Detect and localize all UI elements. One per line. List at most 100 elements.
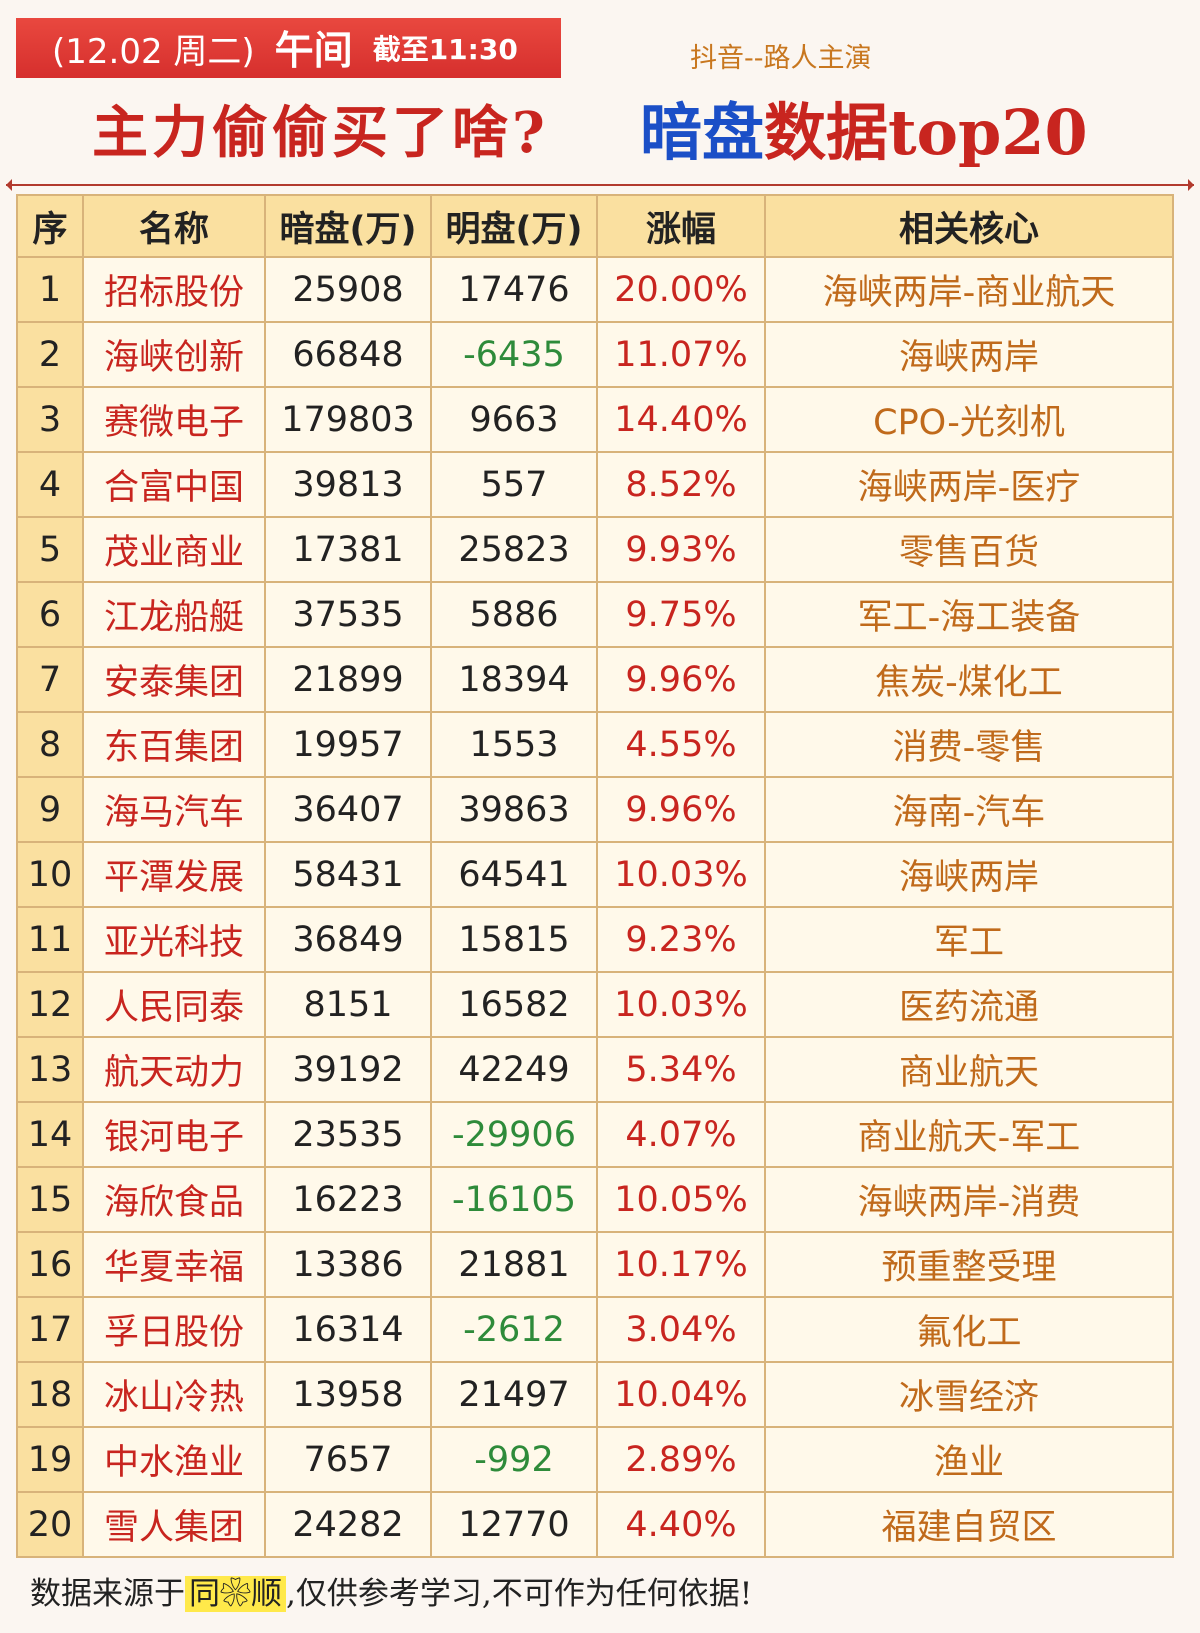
column-header-dark: 暗盘(万) <box>264 194 432 258</box>
column-header-lit: 明盘(万) <box>430 194 598 258</box>
core-theme: CPO-光刻机 <box>764 386 1174 453</box>
core-theme: 商业航天-军工 <box>764 1101 1174 1168</box>
change-percent: 20.00% <box>596 256 766 323</box>
core-theme: 福建自贸区 <box>764 1491 1174 1558</box>
change-percent: 4.55% <box>596 711 766 778</box>
lit-volume: 1553 <box>430 711 598 778</box>
dark-volume: 16314 <box>264 1296 432 1363</box>
stock-name: 孚日股份 <box>82 1296 266 1363</box>
dark-volume: 13958 <box>264 1361 432 1428</box>
change-percent: 9.23% <box>596 906 766 973</box>
change-percent: 4.40% <box>596 1491 766 1558</box>
row-seq: 5 <box>16 516 84 583</box>
change-percent: 10.04% <box>596 1361 766 1428</box>
row-seq: 4 <box>16 451 84 518</box>
core-theme: 医药流通 <box>764 971 1174 1038</box>
table-row: 3 赛微电子 179803 9663 14.40% CPO-光刻机 <box>16 386 1174 453</box>
table-row: 6 江龙船艇 37535 5886 9.75% 军工-海工装备 <box>16 581 1174 648</box>
table-row: 11 亚光科技 36849 15815 9.23% 军工 <box>16 906 1174 973</box>
stock-name: 平潭发展 <box>82 841 266 908</box>
lit-volume: 12770 <box>430 1491 598 1558</box>
lit-volume: 21497 <box>430 1361 598 1428</box>
change-percent: 9.96% <box>596 646 766 713</box>
table-row: 14 银河电子 23535 -29906 4.07% 商业航天-军工 <box>16 1101 1174 1168</box>
core-theme: 军工-海工装备 <box>764 581 1174 648</box>
table-row: 13 航天动力 39192 42249 5.34% 商业航天 <box>16 1036 1174 1103</box>
stock-name: 海马汽车 <box>82 776 266 843</box>
change-percent: 3.04% <box>596 1296 766 1363</box>
lit-volume: 557 <box>430 451 598 518</box>
dark-volume: 25908 <box>264 256 432 323</box>
stock-name: 航天动力 <box>82 1036 266 1103</box>
dark-volume: 39192 <box>264 1036 432 1103</box>
lit-volume: 25823 <box>430 516 598 583</box>
page-title-right: 暗盘数据top20 <box>640 82 1088 172</box>
change-percent: 9.96% <box>596 776 766 843</box>
stock-name: 安泰集团 <box>82 646 266 713</box>
row-seq: 12 <box>16 971 84 1038</box>
page-title-left: 主力偷偷买了啥? <box>92 100 549 166</box>
core-theme: 氟化工 <box>764 1296 1174 1363</box>
footer-suffix: ,仅供参考学习,不可作为任何依据! <box>286 1576 753 1612</box>
table-row: 18 冰山冷热 13958 21497 10.04% 冰雪经济 <box>16 1361 1174 1428</box>
core-theme: 预重整受理 <box>764 1231 1174 1298</box>
lit-volume: 39863 <box>430 776 598 843</box>
source-tag: 抖音--路人主演 <box>690 43 872 74</box>
table-row: 10 平潭发展 58431 64541 10.03% 海峡两岸 <box>16 841 1174 908</box>
table-row: 5 茂业商业 17381 25823 9.93% 零售百货 <box>16 516 1174 583</box>
lit-volume: -6435 <box>430 321 598 388</box>
row-seq: 11 <box>16 906 84 973</box>
row-seq: 14 <box>16 1101 84 1168</box>
lit-volume: 42249 <box>430 1036 598 1103</box>
table-row: 8 东百集团 19957 1553 4.55% 消费-零售 <box>16 711 1174 778</box>
lit-volume: 5886 <box>430 581 598 648</box>
stock-name: 江龙船艇 <box>82 581 266 648</box>
change-percent: 8.52% <box>596 451 766 518</box>
core-theme: 海峡两岸 <box>764 841 1174 908</box>
dark-volume: 19957 <box>264 711 432 778</box>
core-theme: 渔业 <box>764 1426 1174 1493</box>
stock-name: 中水渔业 <box>82 1426 266 1493</box>
lit-volume: -29906 <box>430 1101 598 1168</box>
stock-name: 银河电子 <box>82 1101 266 1168</box>
table-row: 7 安泰集团 21899 18394 9.96% 焦炭-煤化工 <box>16 646 1174 713</box>
dark-volume: 16223 <box>264 1166 432 1233</box>
core-theme: 海峡两岸-医疗 <box>764 451 1174 518</box>
row-seq: 7 <box>16 646 84 713</box>
core-theme: 冰雪经济 <box>764 1361 1174 1428</box>
core-theme: 海峡两岸 <box>764 321 1174 388</box>
stock-name: 海欣食品 <box>82 1166 266 1233</box>
dark-volume: 37535 <box>264 581 432 648</box>
column-header-change: 涨幅 <box>596 194 766 258</box>
change-percent: 10.03% <box>596 841 766 908</box>
row-seq: 8 <box>16 711 84 778</box>
row-seq: 6 <box>16 581 84 648</box>
core-theme: 零售百货 <box>764 516 1174 583</box>
table-row: 4 合富中国 39813 557 8.52% 海峡两岸-医疗 <box>16 451 1174 518</box>
change-percent: 10.17% <box>596 1231 766 1298</box>
stock-table: 序 名称 暗盘(万) 明盘(万) 涨幅 相关核心 1 招标股份 25908 17476… <box>16 194 1174 1558</box>
change-percent: 10.05% <box>596 1166 766 1233</box>
row-seq: 19 <box>16 1426 84 1493</box>
session-label: 午间 <box>274 29 353 74</box>
date-label: (12.02 周二) <box>52 31 255 72</box>
change-percent: 9.75% <box>596 581 766 648</box>
core-theme: 军工 <box>764 906 1174 973</box>
dark-volume: 36849 <box>264 906 432 973</box>
table-row: 20 雪人集团 24282 12770 4.40% 福建自贸区 <box>16 1491 1174 1558</box>
change-percent: 14.40% <box>596 386 766 453</box>
row-seq: 10 <box>16 841 84 908</box>
dark-volume: 58431 <box>264 841 432 908</box>
row-seq: 20 <box>16 1491 84 1558</box>
column-header-seq: 序 <box>16 194 84 258</box>
row-seq: 17 <box>16 1296 84 1363</box>
stock-name: 亚光科技 <box>82 906 266 973</box>
date-banner: (12.02 周二) 午间 截至11:30 <box>16 18 561 78</box>
title-divider <box>6 179 1194 191</box>
row-seq: 2 <box>16 321 84 388</box>
title-part-dark: 暗盘 <box>640 96 765 169</box>
dark-volume: 36407 <box>264 776 432 843</box>
stock-name: 海峡创新 <box>82 321 266 388</box>
dark-volume: 179803 <box>264 386 432 453</box>
change-percent: 5.34% <box>596 1036 766 1103</box>
